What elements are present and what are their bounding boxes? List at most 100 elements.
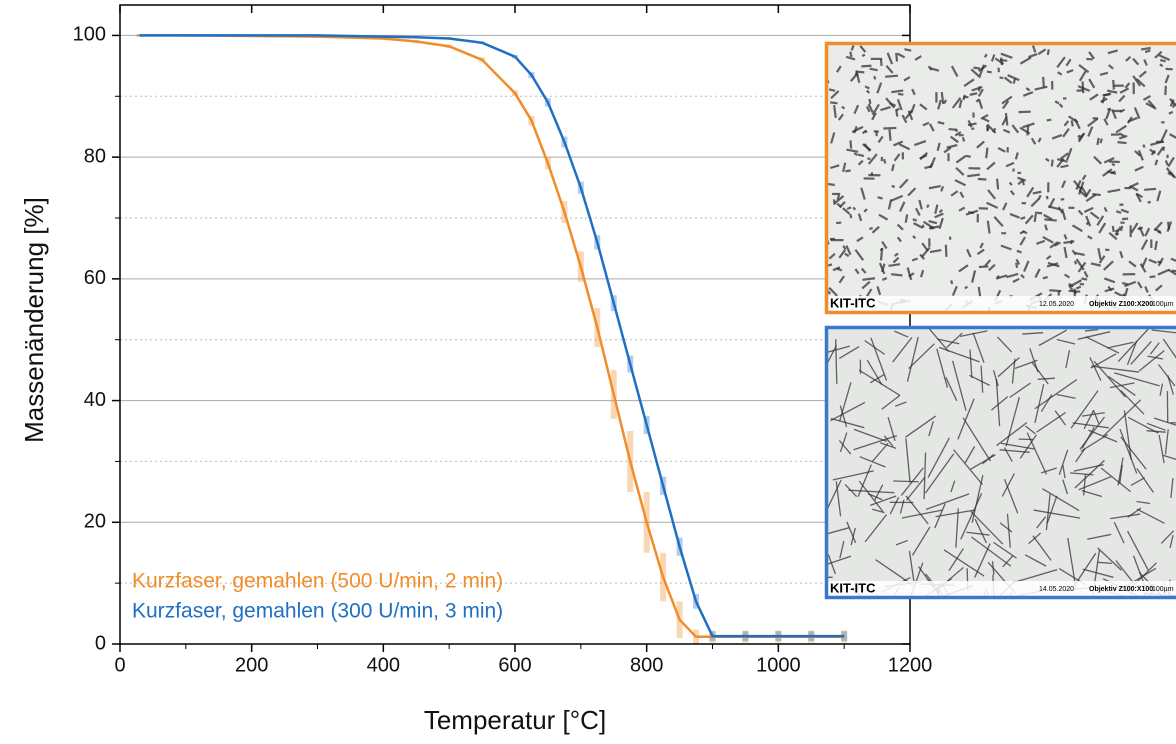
fiber xyxy=(1099,71,1109,76)
fiber xyxy=(1113,521,1125,544)
fiber xyxy=(1066,69,1074,74)
fiber xyxy=(895,52,899,62)
fiber xyxy=(1024,554,1047,567)
fiber xyxy=(844,252,850,258)
fiber xyxy=(1042,488,1080,512)
fiber xyxy=(1107,49,1118,55)
fiber xyxy=(1011,124,1020,134)
fiber xyxy=(1105,108,1112,120)
fiber xyxy=(997,274,1008,280)
fiber xyxy=(1158,54,1171,61)
fiber xyxy=(1002,100,1010,110)
fiber xyxy=(1054,410,1066,426)
fiber xyxy=(886,52,894,65)
fiber xyxy=(985,147,989,159)
fiber xyxy=(838,275,845,284)
fiber xyxy=(1067,537,1077,590)
y-tick-label: 60 xyxy=(84,267,106,289)
fiber xyxy=(1074,260,1077,265)
fiber xyxy=(830,132,836,144)
fiber xyxy=(1147,200,1152,204)
fiber xyxy=(938,209,943,214)
fiber xyxy=(1115,124,1127,134)
fiber xyxy=(1134,165,1144,172)
fiber xyxy=(1166,221,1173,232)
fiber xyxy=(911,88,916,96)
fiber xyxy=(887,199,893,210)
fiber xyxy=(1034,85,1048,91)
fiber xyxy=(871,225,880,234)
fiber xyxy=(1159,58,1166,63)
fiber xyxy=(1020,274,1025,279)
fiber xyxy=(1107,170,1117,175)
fiber xyxy=(892,256,900,264)
y-tick-label: 0 xyxy=(95,632,106,654)
fiber xyxy=(864,514,888,543)
fiber xyxy=(991,561,995,576)
fiber xyxy=(832,266,841,272)
fiber xyxy=(969,374,990,386)
fiber xyxy=(911,257,919,262)
fiber xyxy=(828,286,838,297)
fiber xyxy=(912,218,918,222)
fiber xyxy=(977,86,981,92)
fiber xyxy=(1015,262,1019,269)
fiber xyxy=(1003,76,1013,84)
image-objective: Objektiv Z100:X200 xyxy=(1089,301,1153,308)
fiber xyxy=(1023,260,1030,273)
fiber xyxy=(1159,383,1164,396)
fiber xyxy=(1032,190,1042,195)
fiber xyxy=(1125,55,1132,62)
fiber xyxy=(1069,239,1074,245)
fiber xyxy=(999,522,1013,533)
fiber xyxy=(1164,74,1170,84)
fiber xyxy=(869,67,878,72)
fiber xyxy=(838,201,846,209)
fiber xyxy=(837,113,844,121)
fiber xyxy=(1103,157,1115,164)
fiber xyxy=(1097,547,1123,571)
fiber xyxy=(1120,390,1145,415)
x-tick-label: 1000 xyxy=(756,654,801,676)
fiber xyxy=(971,270,977,283)
fiber xyxy=(838,346,860,360)
fiber xyxy=(970,454,996,470)
fiber xyxy=(861,130,867,135)
fiber xyxy=(1060,164,1069,169)
fiber xyxy=(904,48,912,52)
fiber xyxy=(1167,268,1176,276)
fiber xyxy=(1077,134,1082,138)
fiber xyxy=(1045,254,1052,260)
fiber xyxy=(1148,258,1157,264)
fiber xyxy=(986,126,990,132)
fiber xyxy=(960,493,983,540)
fiber xyxy=(1142,94,1152,101)
fiber xyxy=(929,329,950,353)
fiber xyxy=(990,396,1009,411)
fiber xyxy=(1160,530,1175,544)
fiber xyxy=(828,88,836,92)
fiber xyxy=(958,99,963,109)
fiber xyxy=(893,140,904,147)
fiber xyxy=(1063,234,1068,240)
fiber xyxy=(905,495,929,525)
fiber xyxy=(987,189,997,200)
fiber xyxy=(971,536,1012,567)
fiber xyxy=(1146,430,1166,433)
fiber xyxy=(1082,568,1114,578)
image-date: 14.05.2020 xyxy=(1039,586,1074,593)
fiber xyxy=(1143,59,1148,66)
fiber xyxy=(980,365,984,393)
fiber xyxy=(1093,155,1103,165)
fiber xyxy=(1117,457,1124,486)
fiber xyxy=(888,263,901,267)
fiber xyxy=(935,509,975,518)
fiber xyxy=(1063,246,1068,259)
fiber xyxy=(1026,432,1048,475)
micrographs: KIT-ITC 12.05.2020 Objektiv Z100:X200100µm… xyxy=(824,41,1176,600)
fiber xyxy=(1088,51,1095,60)
fiber xyxy=(1030,197,1040,208)
fiber xyxy=(1030,137,1037,145)
fiber xyxy=(832,470,874,481)
